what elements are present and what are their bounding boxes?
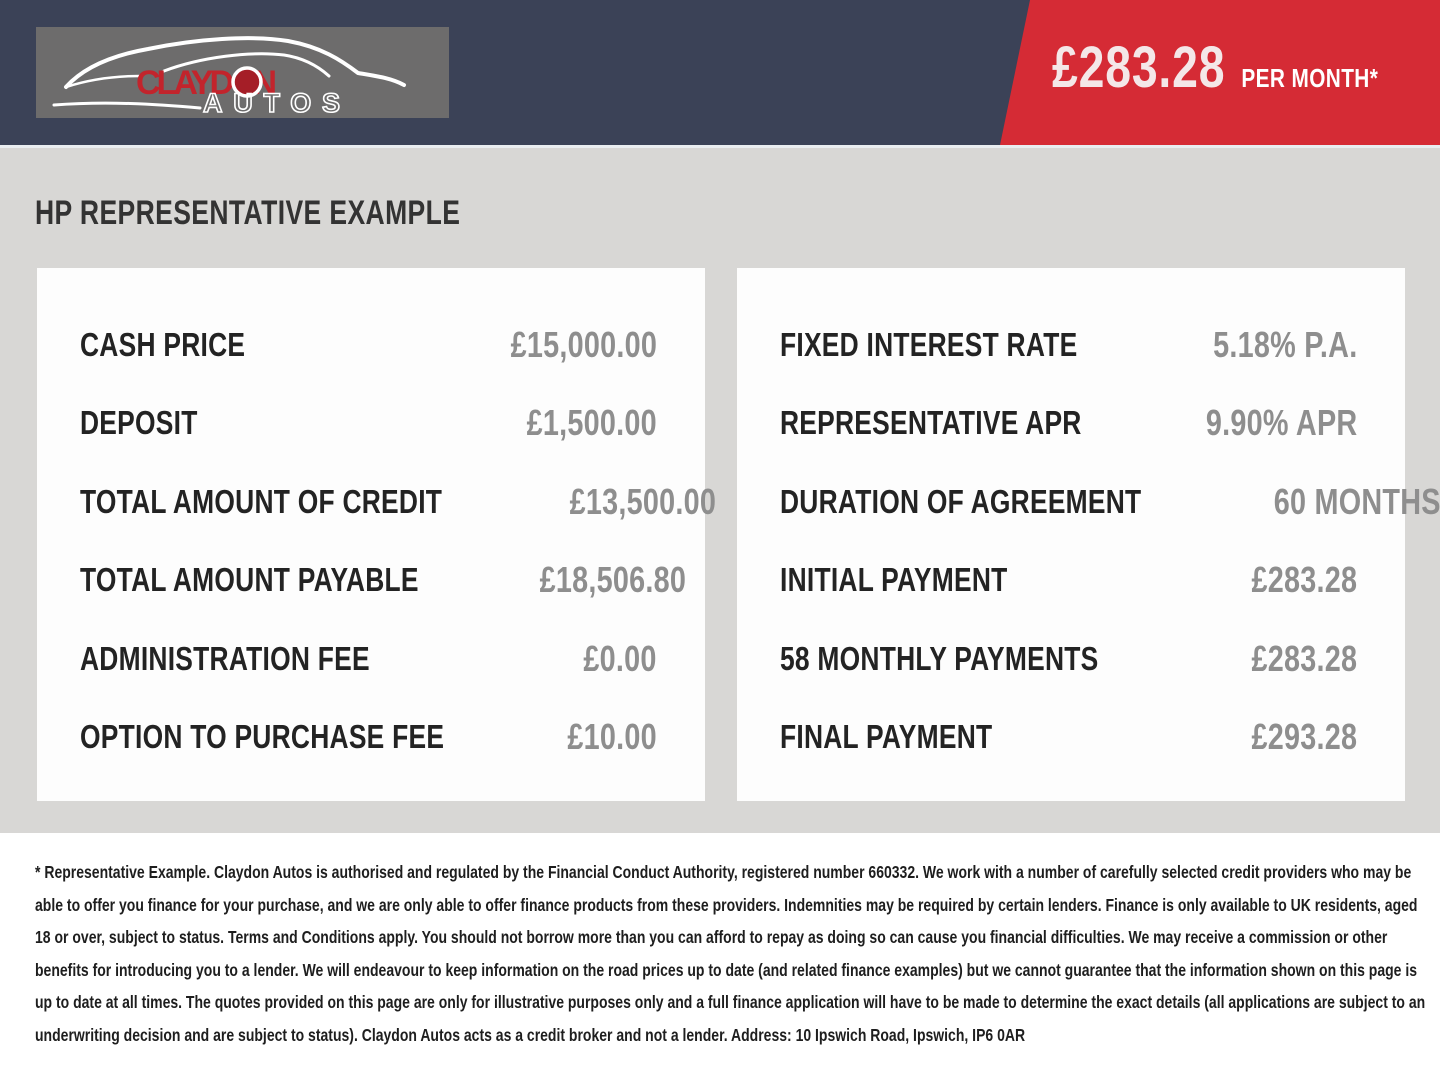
row-value: £283.28 [1251,637,1357,679]
row-label: 58 MONTHLY PAYMENTS [780,639,1099,677]
finance-row: TOTAL AMOUNT OF CREDIT £13,500.00 [80,463,716,541]
price-banner: £283.28 PER MONTH* [1000,0,1440,145]
row-value: £13,500.00 [569,480,716,522]
finance-row: 58 MONTHLY PAYMENTS £283.28 [780,620,1357,698]
claydon-logo: CLAYDON AUTOS [36,27,449,119]
row-value: £10.00 [567,715,657,757]
row-label: DURATION OF AGREEMENT [780,482,1142,520]
row-value: £0.00 [583,637,657,679]
disclaimer-text: * Representative Example. Claydon Autos … [35,862,1426,1045]
row-value: 5.18% P.A. [1212,324,1357,365]
page-title: HP REPRESENTATIVE EXAMPLE [35,194,461,232]
finance-row: OPTION TO PURCHASE FEE £10.00 [80,698,657,776]
row-label: INITIAL PAYMENT [780,561,1008,599]
finance-panel-right: FIXED INTEREST RATE 5.18% P.A. REPRESENT… [737,268,1440,801]
finance-row: DURATION OF AGREEMENT 60 MONTHS [780,463,1440,541]
row-label: FINAL PAYMENT [780,717,993,755]
finance-row: ADMINISTRATION FEE £0.00 [80,620,657,698]
row-value: 60 MONTHS [1273,480,1440,522]
row-value: £1,500.00 [526,402,657,444]
row-value: £283.28 [1251,559,1357,601]
row-label: DEPOSIT [80,404,198,442]
row-value: 9.90% APR [1205,402,1357,444]
row-value: £18,506.80 [540,559,687,601]
row-label: OPTION TO PURCHASE FEE [80,717,445,755]
price-amount: £283.28 [1052,35,1226,100]
row-value: £15,000.00 [510,324,657,365]
price-period: PER MONTH* [1241,63,1379,93]
footer: * Representative Example. Claydon Autos … [0,856,1440,1080]
finance-row: FIXED INTEREST RATE 5.18% P.A. [780,306,1357,384]
finance-row: TOTAL AMOUNT PAYABLE £18,506.80 [80,541,686,619]
finance-row: REPRESENTATIVE APR 9.90% APR [780,384,1357,462]
row-label: REPRESENTATIVE APR [780,404,1082,442]
row-label: ADMINISTRATION FEE [80,639,370,677]
row-label: TOTAL AMOUNT OF CREDIT [80,482,443,520]
row-label: CASH PRICE [80,326,246,363]
car-logo-icon: CLAYDON AUTOS [36,27,449,119]
wheel-icon [231,66,263,98]
finance-panel-left: CASH PRICE £15,000.00 DEPOSIT £1,500.00 … [37,268,716,801]
finance-row: FINAL PAYMENT £293.28 [780,698,1357,776]
finance-row: INITIAL PAYMENT £283.28 [780,541,1357,619]
main-section: HP REPRESENTATIVE EXAMPLE CASH PRICE £15… [0,148,1440,833]
row-label: TOTAL AMOUNT PAYABLE [80,561,419,599]
row-value: £293.28 [1251,715,1357,757]
finance-row: DEPOSIT £1,500.00 [80,384,657,462]
finance-row: CASH PRICE £15,000.00 [80,306,657,384]
row-label: FIXED INTEREST RATE [780,326,1078,363]
header: CLAYDON AUTOS £283.28 PER MONTH* [0,0,1440,148]
